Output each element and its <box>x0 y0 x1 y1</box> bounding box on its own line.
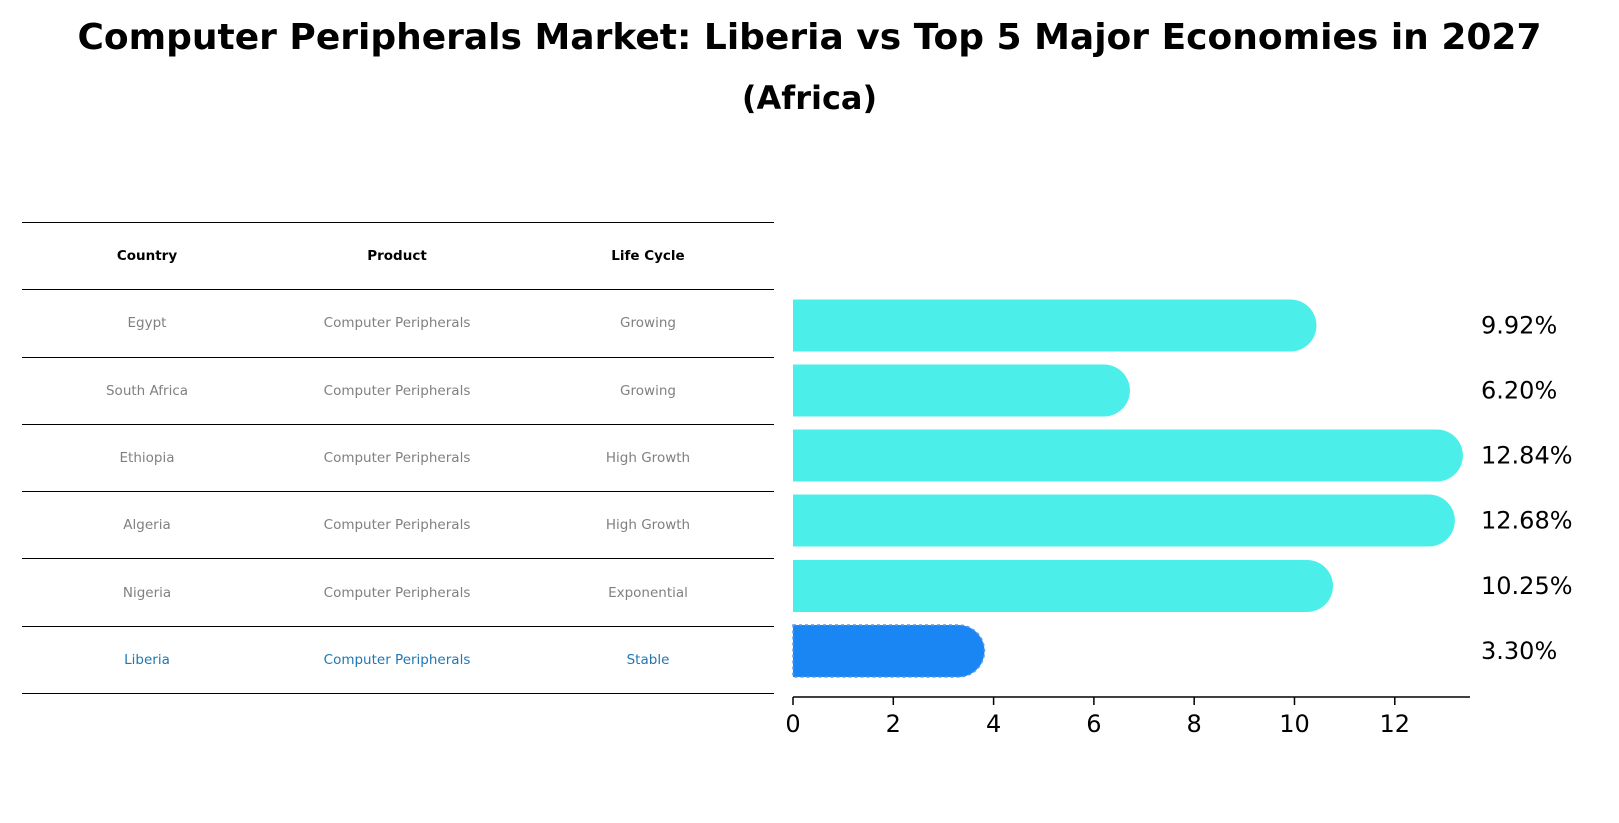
x-tick-label: 4 <box>986 710 1001 738</box>
x-tick-label: 0 <box>785 710 800 738</box>
x-tick-label: 12 <box>1380 710 1411 738</box>
cell-country: Ethiopia <box>119 450 175 467</box>
value-label-liberia: 3.30% <box>1481 637 1557 665</box>
data-table: Country Product Life Cycle Egypt Compute… <box>22 222 774 695</box>
bar-ethiopia <box>793 429 1463 482</box>
value-label-south-africa: 6.20% <box>1481 377 1557 405</box>
cell-product: Computer Peripherals <box>323 382 471 399</box>
cell-product: Computer Peripherals <box>323 584 471 601</box>
cell-country: Algeria <box>123 517 171 534</box>
table-row: Egypt Computer Peripherals Growing <box>22 289 774 356</box>
header-country: Country <box>116 248 178 265</box>
bar-liberia <box>792 624 986 678</box>
cell-product: Computer Peripherals <box>323 651 471 668</box>
table-row: South Africa Computer Peripherals Growin… <box>22 356 774 424</box>
cell-product: Computer Peripherals <box>323 450 471 467</box>
table-header-row: Country Product Life Cycle <box>22 222 774 289</box>
chart-subtitle: (Africa) <box>741 79 878 117</box>
bar-egypt <box>793 299 1317 352</box>
table-row: Algeria Computer Peripherals High Growth <box>22 491 774 558</box>
cell-product: Computer Peripherals <box>323 517 471 534</box>
x-tick-label: 8 <box>1187 710 1202 738</box>
bar-algeria <box>793 494 1455 547</box>
value-label-ethiopia: 12.84% <box>1481 442 1573 470</box>
cell-country: Egypt <box>127 315 167 332</box>
value-label-algeria: 12.68% <box>1481 507 1573 535</box>
table-row: Ethiopia Computer Peripherals High Growt… <box>22 423 774 491</box>
cell-life-cycle: Growing <box>620 315 676 332</box>
table-row-highlighted: Liberia Computer Peripherals Stable <box>22 625 774 695</box>
cell-life-cycle: Stable <box>626 651 670 668</box>
value-label-egypt: 9.92% <box>1481 312 1557 340</box>
bar-south-africa <box>793 364 1130 417</box>
cell-life-cycle: High Growth <box>605 450 691 467</box>
cell-country: Nigeria <box>122 584 172 601</box>
x-tick-label: 6 <box>1086 710 1101 738</box>
cell-life-cycle: Growing <box>620 382 676 399</box>
cell-life-cycle: Exponential <box>608 584 688 601</box>
chart-title: Computer Peripherals Market: Liberia vs … <box>77 17 1542 58</box>
cell-country: Liberia <box>124 651 170 668</box>
bar-nigeria <box>793 560 1334 612</box>
table-row: Nigeria Computer Peripherals Exponential <box>22 558 774 625</box>
header-life-cycle: Life Cycle <box>611 248 685 265</box>
cell-country: South Africa <box>105 382 189 399</box>
value-label-nigeria: 10.25% <box>1481 572 1573 600</box>
cell-life-cycle: High Growth <box>605 517 691 534</box>
header-product: Product <box>367 248 427 265</box>
x-tick-label: 2 <box>886 710 901 738</box>
cell-product: Computer Peripherals <box>323 315 471 332</box>
x-tick-label: 10 <box>1279 710 1310 738</box>
